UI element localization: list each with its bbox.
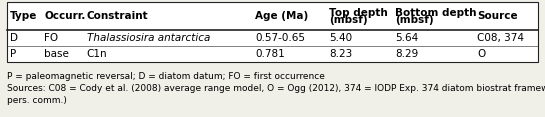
- Text: base: base: [44, 49, 69, 59]
- Text: Thalassiosira antarctica: Thalassiosira antarctica: [87, 33, 210, 43]
- Bar: [7, 2, 538, 62]
- Text: Bottom depth: Bottom depth: [395, 8, 477, 18]
- Text: C08, 374: C08, 374: [477, 33, 524, 43]
- Text: Constraint: Constraint: [87, 11, 148, 21]
- Text: FO: FO: [44, 33, 58, 43]
- Text: Top depth: Top depth: [329, 8, 388, 18]
- Text: (mbsf): (mbsf): [395, 15, 434, 24]
- Text: Sources: C08 = Cody et al. (2008) average range model, O = Ogg (2012), 374 = IOD: Sources: C08 = Cody et al. (2008) averag…: [7, 84, 545, 93]
- Text: C1n: C1n: [87, 49, 107, 59]
- Text: 5.40: 5.40: [329, 33, 352, 43]
- Text: (mbsf): (mbsf): [329, 15, 368, 24]
- Text: Type: Type: [10, 11, 38, 21]
- Text: O: O: [477, 49, 485, 59]
- Text: Occurr.: Occurr.: [44, 11, 86, 21]
- Text: 0.57-0.65: 0.57-0.65: [255, 33, 305, 43]
- Text: D: D: [10, 33, 18, 43]
- Text: Age (Ma): Age (Ma): [255, 11, 308, 21]
- Text: pers. comm.): pers. comm.): [7, 96, 66, 105]
- Text: 5.64: 5.64: [395, 33, 419, 43]
- Text: Source: Source: [477, 11, 518, 21]
- Text: 8.23: 8.23: [329, 49, 353, 59]
- Text: 0.781: 0.781: [255, 49, 285, 59]
- Text: P: P: [10, 49, 16, 59]
- Text: P = paleomagnetic reversal; D = diatom datum; FO = first occurrence: P = paleomagnetic reversal; D = diatom d…: [7, 72, 324, 81]
- Text: 8.29: 8.29: [395, 49, 419, 59]
- Bar: [7, 2, 538, 62]
